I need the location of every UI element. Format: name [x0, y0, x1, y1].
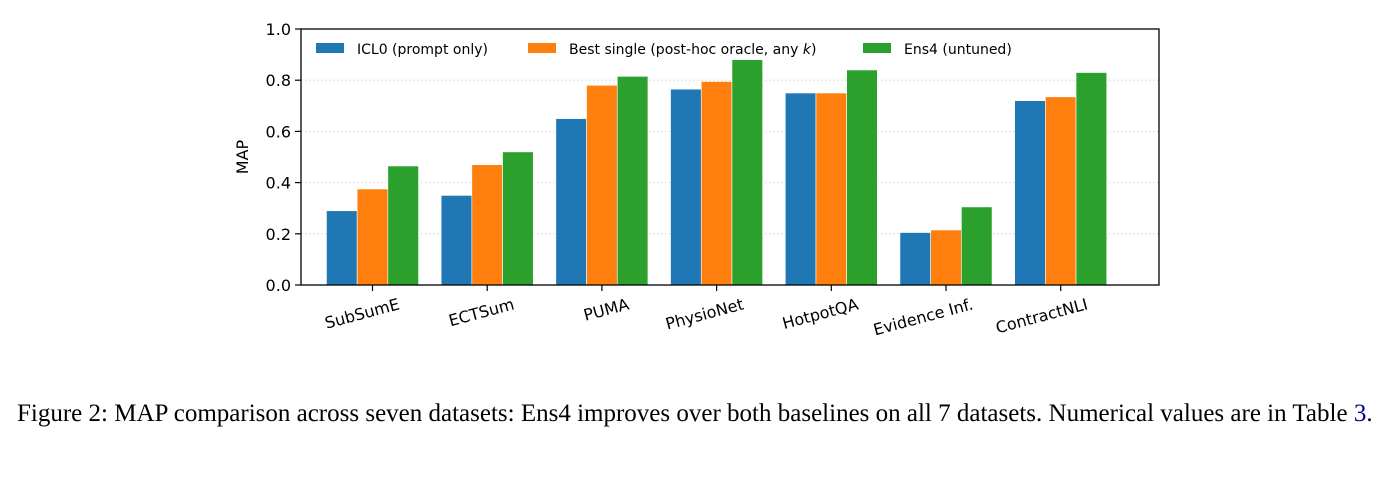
- bar-ens4: [387, 165, 419, 286]
- caption-end: .: [1366, 400, 1373, 427]
- y-tick-label: 0.4: [266, 174, 291, 193]
- bar-best-single: [930, 229, 962, 286]
- legend-label: Best single (post-hoc oracle, any k): [569, 42, 816, 58]
- bar-ens4: [961, 206, 993, 286]
- bar-best-single: [815, 92, 847, 286]
- figure-caption: Figure 2: MAP comparison across seven da…: [17, 396, 1382, 432]
- bar-icl0: [899, 232, 931, 286]
- bar-icl0: [440, 195, 473, 286]
- bar-icl0: [326, 210, 358, 286]
- legend-swatch: [528, 43, 556, 53]
- plot-frame: [300, 28, 1160, 286]
- bar-best-single: [700, 81, 733, 286]
- legend-swatch: [316, 43, 344, 53]
- x-tick-label: Evidence Inf.: [871, 295, 975, 340]
- x-tick-label: ContractNLI: [994, 295, 1090, 338]
- legend-label: Ens4 (untuned): [904, 42, 1012, 58]
- y-tick-label: 1.0: [266, 20, 291, 39]
- legend-swatch: [863, 43, 891, 53]
- caption-text: Figure 2: MAP comparison across seven da…: [17, 400, 1354, 427]
- bar-icl0: [1014, 100, 1046, 286]
- y-tick-label: 0.8: [266, 71, 291, 90]
- y-tick-label: 0.2: [266, 225, 291, 244]
- bar-icl0: [670, 88, 702, 286]
- y-tick-label: 0.0: [266, 276, 291, 295]
- legend: ICL0 (prompt only) Best single (post-hoc …: [316, 42, 1012, 58]
- bar-best-single: [586, 85, 618, 286]
- bar-best-single: [471, 164, 503, 286]
- y-axis: 0.0 0.2 0.4 0.6 0.8 1.0: [266, 20, 301, 295]
- bar-best-single: [1045, 96, 1077, 286]
- x-axis: SubSumE ECTSum PUMA PhysioNet HotpotQA Eviden…: [323, 285, 1090, 339]
- table-reference-link[interactable]: 3: [1353, 400, 1367, 427]
- bars: [326, 59, 1108, 286]
- y-axis-label: MAP: [233, 139, 252, 174]
- x-tick-label: PhysioNet: [664, 295, 746, 334]
- bar-icl0: [555, 118, 587, 286]
- x-tick-label: ECTSum: [447, 295, 517, 331]
- bar-ens4: [846, 69, 878, 286]
- bar-ens4: [502, 151, 534, 286]
- x-tick-label: HotpotQA: [780, 294, 860, 333]
- bar-ens4: [1075, 72, 1108, 286]
- legend-label: ICL0 (prompt only): [357, 42, 488, 58]
- bar-icl0: [784, 92, 817, 286]
- chart: 0.0 0.2 0.4 0.6 0.8 1.0 SubSumE ECTSum PUMA Phys…: [233, 20, 1160, 339]
- x-tick-label: PUMA: [581, 294, 631, 324]
- y-tick-label: 0.6: [266, 122, 291, 141]
- x-tick-label: SubSumE: [323, 295, 402, 333]
- bar-best-single: [356, 188, 389, 286]
- bar-ens4: [616, 76, 649, 286]
- bar-ens4: [731, 59, 763, 286]
